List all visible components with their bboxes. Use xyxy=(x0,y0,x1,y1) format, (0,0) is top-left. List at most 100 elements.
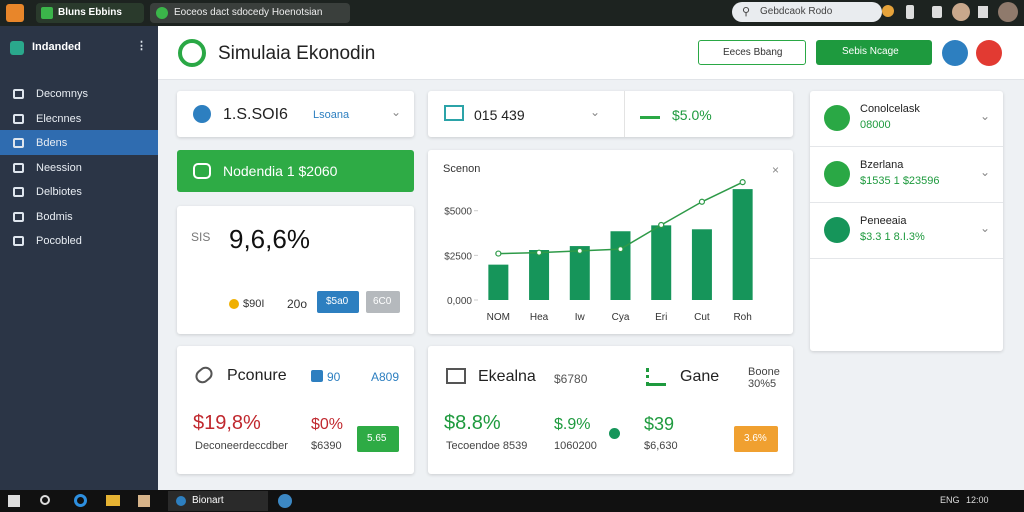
nav-item[interactable]: Bodmis xyxy=(0,205,158,229)
menu-icon[interactable] xyxy=(906,5,914,19)
brand-icon xyxy=(10,41,24,55)
list-item[interactable]: Peneeaia $3.3 1 8.I.3% ⌄ xyxy=(810,203,1003,259)
tab-icon xyxy=(41,7,53,19)
y-tick-label: 0,000 xyxy=(447,296,472,307)
stat-icon xyxy=(640,107,660,119)
metric-sub: 20o xyxy=(287,297,308,311)
chevron[interactable]: ⌄ xyxy=(391,105,402,119)
stat-icon xyxy=(193,105,211,123)
stat-value: $5.0% xyxy=(672,107,712,123)
list-item[interactable]: Conolcelask 08000 ⌄ xyxy=(810,91,1003,147)
close-button[interactable]: × xyxy=(772,163,779,177)
card-icon xyxy=(646,368,666,386)
list-title: Peneeaia xyxy=(860,215,907,227)
icon-button[interactable] xyxy=(942,40,968,66)
nav-item[interactable]: Pocobled xyxy=(0,229,158,253)
nav-item[interactable]: Delbiotes xyxy=(0,180,158,204)
chevron[interactable]: ⌄ xyxy=(980,165,991,179)
app-icon xyxy=(176,496,186,506)
x-tick-label: Roh xyxy=(733,312,751,323)
banner-text: Nodendia 1 $2060 xyxy=(223,163,338,179)
stat-icon xyxy=(444,105,464,121)
stat-link[interactable]: Lsoana xyxy=(313,109,350,121)
line-point xyxy=(658,221,665,229)
banner-icon xyxy=(193,163,211,179)
search-icon: ⚲ xyxy=(742,6,751,18)
taskbar-icon[interactable] xyxy=(278,494,292,508)
bar xyxy=(732,189,753,300)
card-value-2: $0% xyxy=(311,416,344,433)
tab[interactable]: Eoceos dact sdocedy Hoenotsian xyxy=(150,3,350,23)
legend-label: $90I xyxy=(243,298,265,310)
line-point xyxy=(617,246,624,253)
x-tick-label: NOM xyxy=(487,312,510,323)
line-point xyxy=(739,179,746,186)
action-button[interactable]: $5a0 xyxy=(317,291,359,313)
start-button[interactable] xyxy=(8,495,20,507)
nav-icon xyxy=(13,113,24,124)
line-point xyxy=(576,247,583,254)
browser-bar: Bluns Ebbins Eoceos dact sdocedy Hoenots… xyxy=(0,0,1024,26)
badge: 90 xyxy=(327,370,341,384)
nav-item[interactable]: Neession xyxy=(0,156,158,180)
card-right: Boone 30%5 xyxy=(748,366,780,390)
stat-card: 1.S.SOI6 Lsoana ⌄ xyxy=(177,91,414,137)
sidebar-menu[interactable]: ⋮ xyxy=(136,40,147,52)
x-tick-label: Eri xyxy=(655,312,667,323)
action-button[interactable]: 5.65 xyxy=(357,426,399,452)
notification-icon[interactable] xyxy=(882,5,894,17)
search-button[interactable] xyxy=(40,495,50,505)
bottom-card: Ekealna $6780 $8.8% $.9% Tecoendoe 8539 … xyxy=(428,346,793,474)
card-value: $8.8% xyxy=(444,412,501,434)
chevron[interactable]: ⌄ xyxy=(590,105,601,119)
tray-clock[interactable]: 12:00 xyxy=(966,495,989,505)
card-icon xyxy=(446,368,466,384)
tab-title: Eoceos dact sdocedy Hoenotsian xyxy=(174,7,323,18)
list-value: $3.3 1 8.I.3% xyxy=(860,231,925,243)
avatar[interactable] xyxy=(998,2,1018,22)
sidebar: Indanded ⋮ Decomnys Elecnnes Bdens Neession… xyxy=(0,26,158,490)
button-label: $5a0 xyxy=(326,296,349,307)
stat-value: 1.S.SOI6 xyxy=(223,106,288,123)
taskbar-icon[interactable] xyxy=(106,495,120,506)
tab-title: Bluns Ebbins xyxy=(58,7,122,18)
status-dot xyxy=(609,428,620,439)
nav-item[interactable]: Elecnnes xyxy=(0,107,158,131)
app-label: Bionart xyxy=(192,495,224,506)
taskbar-icon[interactable] xyxy=(138,495,150,507)
add-button[interactable] xyxy=(976,40,1002,66)
active-highlight xyxy=(0,130,158,155)
taskbar-app[interactable]: Bionart xyxy=(168,491,268,511)
filter-button[interactable]: Eeces Bbang xyxy=(698,40,806,65)
list-value: $1535 1 $23596 xyxy=(860,175,940,187)
nav-label: Elecnnes xyxy=(36,112,82,125)
search-box[interactable]: ⚲ Gebdcaok Rodo xyxy=(732,2,882,22)
button-label: 3.6% xyxy=(744,433,767,444)
y-tick-label: $2500 xyxy=(444,251,472,262)
primary-button[interactable]: Sebis Ncage xyxy=(816,40,932,65)
metric-value: 9,6,6% xyxy=(229,224,310,254)
banner: Nodendia 1 $2060 xyxy=(177,150,414,192)
chevron[interactable]: ⌄ xyxy=(980,221,991,235)
taskbar-icon[interactable] xyxy=(74,494,87,507)
list-item[interactable]: Bzerlana $1535 1 $23596 ⌄ xyxy=(810,147,1003,203)
action-button[interactable]: 3.6% xyxy=(734,426,778,452)
button-label: 6C0 xyxy=(373,296,392,307)
tab[interactable]: Bluns Ebbins xyxy=(36,3,144,23)
tray-language[interactable]: ENG xyxy=(940,495,960,505)
avatar[interactable] xyxy=(952,3,970,21)
card-label: $6,630 xyxy=(644,440,678,452)
menu-icon[interactable] xyxy=(978,6,988,18)
nav-item[interactable]: Decomnys xyxy=(0,82,158,106)
x-tick-label: Iw xyxy=(575,312,586,323)
share-icon[interactable] xyxy=(932,6,942,18)
list-title: Conolcelask xyxy=(860,103,920,115)
tab-icon xyxy=(156,7,168,19)
search-text: Gebdcaok Rodo xyxy=(760,6,833,17)
nav-item[interactable]: Bdens xyxy=(0,131,158,155)
action-button[interactable]: 6C0 xyxy=(366,291,400,313)
chevron[interactable]: ⌄ xyxy=(980,109,991,123)
bar xyxy=(691,229,712,300)
